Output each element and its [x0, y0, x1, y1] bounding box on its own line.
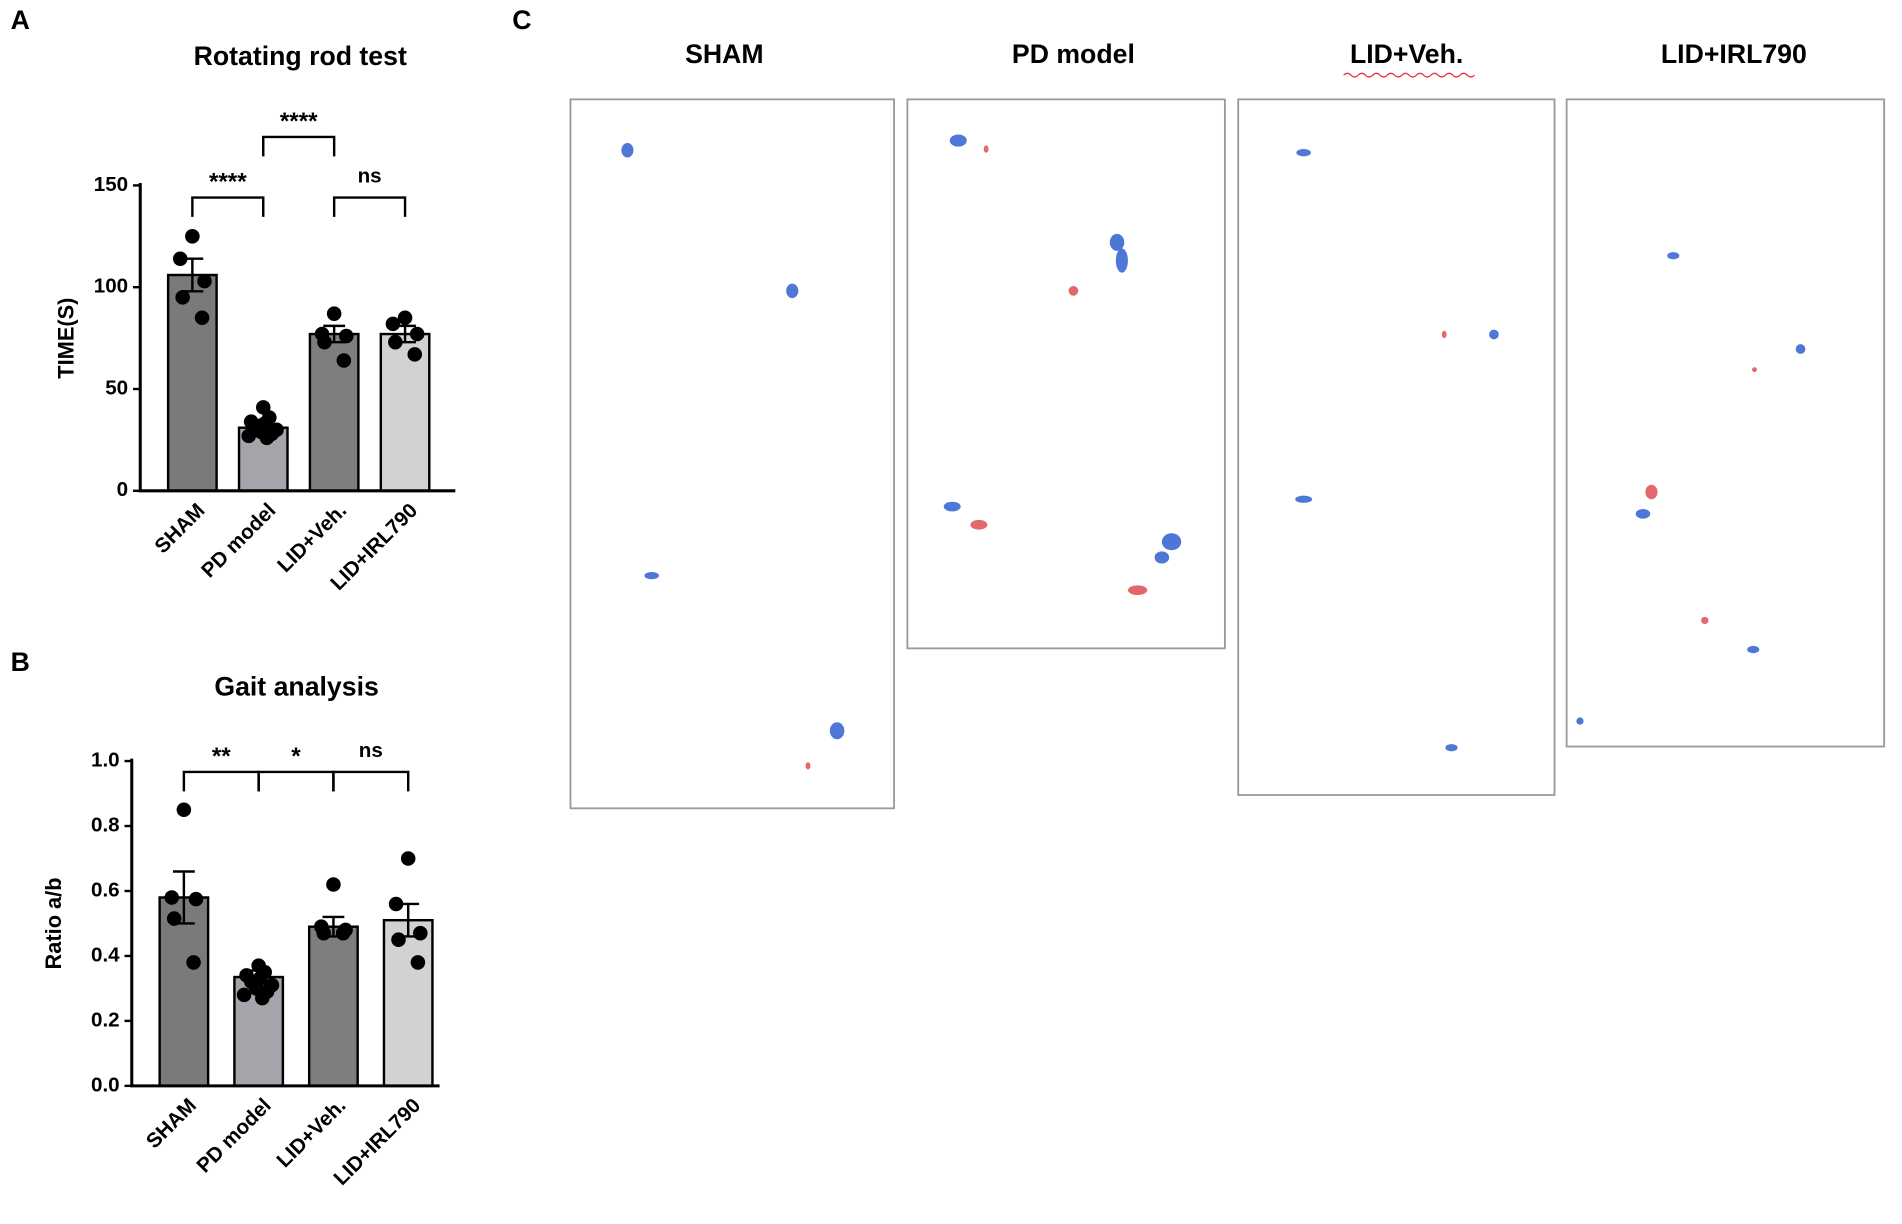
data-point: [410, 955, 426, 970]
y-tick-label: 0.2: [91, 1008, 120, 1031]
data-point: [388, 896, 404, 912]
data-point: [194, 310, 210, 326]
significance-label: ns: [359, 739, 383, 762]
data-point: [175, 290, 190, 305]
panel-label: A: [11, 5, 30, 35]
x-tick-label: PD model: [197, 499, 280, 582]
axes: [138, 182, 456, 493]
data-point: [197, 273, 212, 289]
y-tick-label: 100: [94, 275, 128, 298]
footprint-title: PD model: [1012, 39, 1135, 69]
data-point: [164, 890, 180, 905]
significance-bracket: [332, 770, 410, 792]
data-point: [185, 229, 200, 244]
spell-underline: [1343, 72, 1475, 78]
data-point: [388, 334, 403, 350]
significance-bracket: [332, 196, 407, 217]
data-point: [407, 347, 423, 362]
data-point: [255, 990, 270, 1006]
significance-label: **: [212, 743, 231, 770]
y-tick-label: 0.6: [91, 878, 120, 901]
data-point: [409, 326, 425, 342]
data-point: [259, 430, 275, 446]
footprint-image: [906, 98, 1226, 650]
data-point: [188, 891, 204, 907]
significance-bracket: [191, 196, 265, 217]
x-tick-label: LID+Veh.: [272, 1094, 350, 1172]
data-point: [166, 911, 182, 926]
panel-label: C: [512, 5, 531, 35]
data-point: [385, 316, 401, 332]
paw-prints: [621, 134, 1806, 752]
chart-title: Gait analysis: [214, 671, 378, 701]
data-point: [317, 334, 332, 350]
bar: [166, 273, 218, 493]
y-axis-label: TIME(S): [53, 298, 78, 379]
bar: [158, 896, 210, 1088]
x-tick-label: SHAM: [142, 1094, 201, 1153]
y-tick-label: 150: [94, 173, 128, 196]
data-point: [326, 306, 342, 321]
footprint-panels: SHAM PD model LID+Veh. LID+IRL790: [569, 39, 1886, 810]
data-point: [186, 955, 201, 970]
x-tick-label: PD model: [192, 1094, 275, 1177]
significance-label: ns: [358, 164, 382, 187]
data-point: [176, 802, 192, 818]
significance-label: ****: [209, 168, 247, 195]
y-tick-label: 0.8: [91, 813, 120, 836]
footprint-title: SHAM: [685, 39, 764, 69]
data-point: [316, 925, 332, 941]
bar: [379, 332, 431, 493]
y-axis-label: Ratio a/b: [41, 877, 66, 969]
significance-label: *: [291, 743, 301, 770]
bar: [308, 332, 360, 493]
footprint-image: [1237, 98, 1556, 796]
data-point: [336, 353, 352, 368]
footprint-title: LID+IRL790: [1661, 39, 1807, 69]
data-point: [397, 310, 413, 326]
footprint-title: LID+Veh.: [1350, 39, 1463, 69]
paw-prints-red: [805, 145, 1757, 770]
y-tick-label: 1.0: [91, 748, 120, 771]
y-tick-label: 0.0: [91, 1073, 120, 1096]
axes: [130, 758, 440, 1088]
footprint-image: [569, 98, 895, 810]
data-point: [400, 851, 416, 866]
data-point: [241, 428, 256, 444]
chart-title: Rotating rod test: [194, 41, 407, 71]
data-point: [335, 925, 351, 941]
significance-bracket: [257, 770, 335, 792]
x-tick-label: SHAM: [150, 499, 209, 558]
y-tick-label: 50: [105, 376, 128, 399]
data-point: [236, 987, 252, 1003]
data-point: [413, 925, 428, 941]
bar: [307, 925, 359, 1088]
footprint-image: [1565, 98, 1886, 748]
data-point: [326, 877, 341, 892]
significance-bracket: [262, 135, 336, 157]
data-point: [391, 932, 406, 947]
significance-bracket: [182, 770, 260, 792]
y-tick-label: 0: [117, 478, 128, 501]
y-tick-label: 0.4: [91, 943, 120, 966]
data-point: [172, 251, 188, 266]
data-point: [339, 328, 354, 344]
panel-label: B: [11, 647, 30, 677]
significance-label: ****: [280, 108, 318, 135]
bar: [382, 918, 434, 1088]
